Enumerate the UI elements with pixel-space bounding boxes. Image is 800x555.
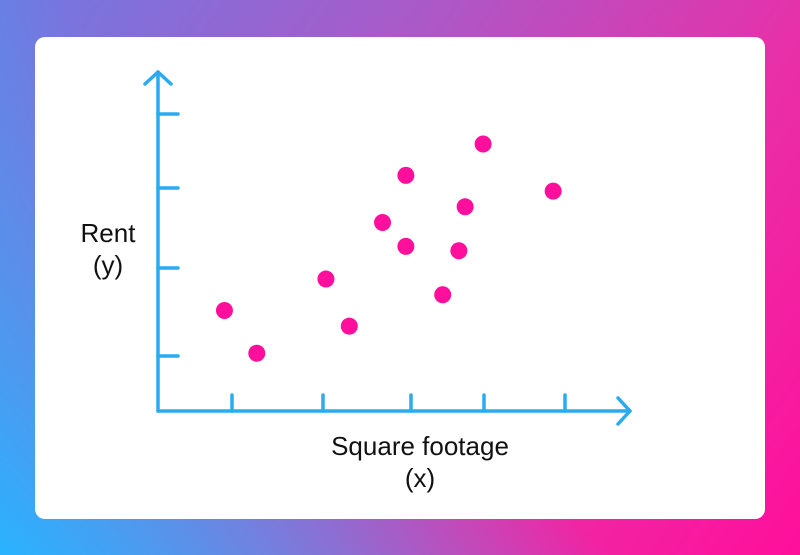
data-point-7 xyxy=(397,237,415,255)
data-point-9 xyxy=(450,242,468,260)
data-point-4 xyxy=(340,317,358,335)
data-point-12 xyxy=(544,182,562,200)
ticks xyxy=(156,112,567,413)
x-axis-arrow xyxy=(616,396,632,426)
y-axis-arrow xyxy=(143,70,173,86)
y-axis-title: Rent xyxy=(80,218,136,248)
x-axis-variable: (x) xyxy=(404,463,436,493)
data-point-5 xyxy=(374,214,392,232)
data-point-10 xyxy=(456,198,474,216)
data-point-11 xyxy=(474,135,492,153)
y-axis-label: Rent (y) xyxy=(68,217,148,281)
y-axis-variable: (y) xyxy=(92,250,124,280)
data-point-1 xyxy=(215,301,233,319)
data-point-2 xyxy=(248,344,266,362)
data-point-8 xyxy=(434,286,452,304)
data-point-6 xyxy=(397,166,415,184)
data-point-3 xyxy=(317,270,335,288)
data-points xyxy=(215,135,562,362)
axes xyxy=(143,70,632,426)
x-axis-title: Square footage xyxy=(331,431,509,461)
x-axis-label: Square footage (x) xyxy=(300,430,540,494)
